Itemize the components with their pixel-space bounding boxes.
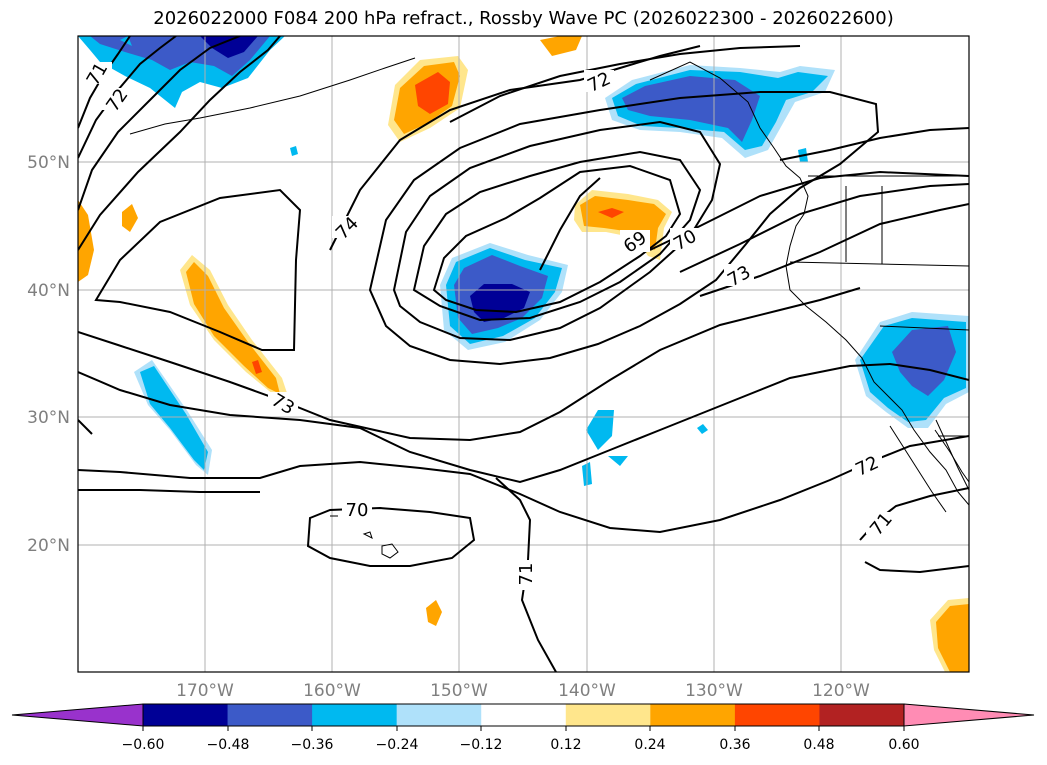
positive-anomaly-region [598,208,624,218]
colorbar-tick-label: −0.36 [291,737,334,753]
negative-anomaly-region [200,36,258,58]
latitude-labels: 50°N 40°N 30°N 20°N [27,153,70,556]
negative-anomaly-region [892,326,956,396]
contour-line [864,561,969,574]
negative-anomaly-region [697,424,708,434]
negative-anomaly-region [622,76,760,142]
contour-line [539,177,601,271]
contour-line [78,287,861,442]
lat-label: 30°N [27,408,70,428]
contour-line [94,188,302,351]
lat-label: 50°N [27,153,70,173]
negative-anomaly-region [586,410,614,450]
colorbar-segments [11,703,1035,727]
colorbar: −0.60 −0.48 −0.36 −0.24 −0.12 0.12 0.24 … [11,703,1035,753]
lon-label: 130°W [685,681,743,701]
contour-line [78,36,281,251]
colorbar-frame [142,703,905,727]
longitude-labels: 170°W 160°W 150°W 140°W 130°W 120°W [176,681,870,701]
hawaii-island [362,531,373,539]
positive-anomaly-region [415,72,450,114]
colorbar-segment [650,704,736,726]
positive-anomaly-region [936,604,969,672]
colorbar-extension-min [11,703,144,727]
colorbar-segment [565,704,651,726]
lat-label: 40°N [27,281,70,301]
baja-coast [889,425,947,513]
negative-anomaly-region [608,456,628,466]
colorbar-tick-label: −0.24 [376,737,419,753]
lat-label: 20°N [27,536,70,556]
state-border [789,261,969,267]
colorbar-segment [734,704,820,726]
contour-line [368,91,880,366]
colorbar-segment [312,704,398,726]
colorbar-tick-label: −0.60 [122,737,165,753]
negative-anomaly-region [140,366,208,470]
contour-line [432,164,682,314]
positive-anomaly-region [540,36,582,56]
contour-line [449,45,801,123]
contour-line [679,183,969,273]
colorbar-tick-label: −0.48 [207,737,250,753]
colorbar-segment [819,704,905,726]
contour-label: 70 [346,500,369,521]
lon-label: 170°W [176,681,234,701]
colorbar-tick-label: 0.60 [888,737,919,753]
colorbar-tick-label: 0.12 [550,737,581,753]
positive-anomaly-region [426,600,442,626]
positive-anomaly-region [122,204,138,232]
contour-line [78,489,260,493]
contour-line [78,419,93,435]
colorbar-extension-max [903,703,1035,727]
gridlines [78,36,969,672]
contour-line [412,150,702,322]
contour-line [78,362,969,484]
colorbar-segment [481,704,567,726]
colorbar-segment [143,704,229,726]
contour-line [78,435,969,534]
colorbar-tick-label: 0.48 [803,737,834,753]
gulf-of-california [935,419,969,491]
colorbar-tick-labels: −0.60 −0.48 −0.36 −0.24 −0.12 0.12 0.24 … [122,737,920,753]
lon-label: 140°W [558,681,616,701]
colorbar-tick-label: 0.24 [634,737,665,753]
positive-anomaly-region [252,360,262,374]
contour-line [329,45,701,251]
hawaii-island [381,543,399,559]
us-mexico-border [879,325,969,331]
negative-anomaly-region [290,146,298,156]
contour-line [78,36,241,211]
positive-anomaly-region [78,200,94,282]
lon-label: 160°W [303,681,361,701]
lon-label: 120°W [812,681,870,701]
colorbar-segment [396,704,482,726]
colorbar-tick-label: 0.36 [719,737,750,753]
figure-title: 2026022000 F084 200 hPa refract., Rossby… [153,8,894,29]
map-frame [77,35,970,673]
contour-label: 71 [516,563,537,586]
contour-line [779,127,969,161]
colorbar-ticks [142,726,905,731]
colorbar-tick-label: −0.12 [460,737,503,753]
aleutian-islands [129,57,416,135]
contour-lines [78,36,969,672]
contour-line [392,120,722,342]
contour-line [78,36,177,159]
lon-label: 150°W [430,681,488,701]
coastlines [129,57,969,559]
north-america-coastline [649,61,969,506]
colorbar-segment [227,704,313,726]
